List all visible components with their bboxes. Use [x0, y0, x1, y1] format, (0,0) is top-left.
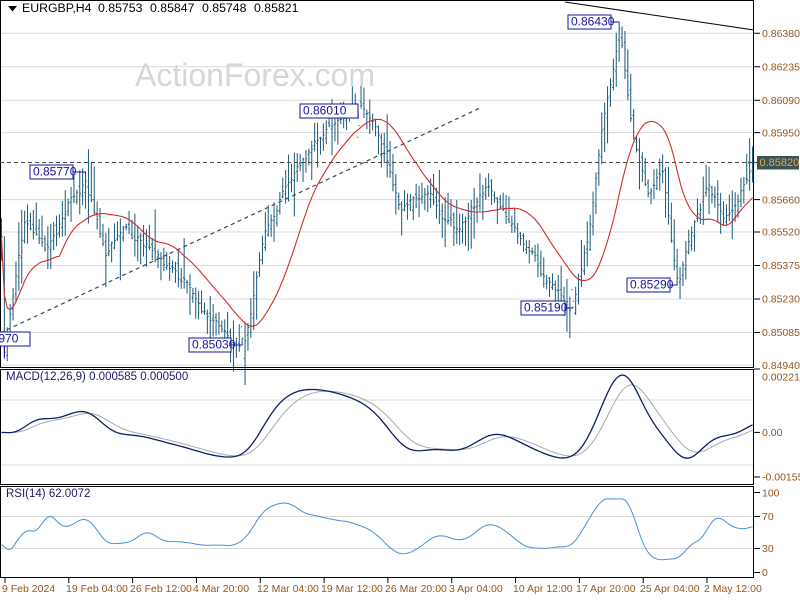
svg-text:ActionForex.com: ActionForex.com [135, 57, 375, 93]
svg-text:26 Mar 20:00: 26 Mar 20:00 [385, 583, 447, 595]
svg-text:19 Feb 04:00: 19 Feb 04:00 [66, 583, 128, 595]
svg-text:0.00: 0.00 [762, 427, 783, 439]
svg-text:0.85821: 0.85821 [254, 1, 299, 15]
svg-text:0.86090: 0.86090 [762, 95, 800, 107]
svg-text:0.85950: 0.85950 [762, 128, 800, 140]
svg-text:0.85753: 0.85753 [98, 1, 143, 15]
svg-text:70: 70 [762, 511, 774, 523]
svg-text:4 Mar 20:00: 4 Mar 20:00 [193, 583, 249, 595]
svg-text:12 Mar 04:00: 12 Mar 04:00 [257, 583, 319, 595]
svg-text:2 May 12:00: 2 May 12:00 [704, 583, 762, 595]
svg-text:19 Mar 12:00: 19 Mar 12:00 [321, 583, 383, 595]
svg-text:26 Feb 12:00: 26 Feb 12:00 [130, 583, 192, 595]
svg-text:0.85190: 0.85190 [524, 301, 568, 315]
svg-text:0.85085: 0.85085 [762, 327, 800, 339]
svg-text:MACD(12,26,9) 0.000585 0.00050: MACD(12,26,9) 0.000585 0.000500 [6, 371, 188, 383]
svg-text:0.85748: 0.85748 [202, 1, 247, 15]
svg-text:0.84940: 0.84940 [762, 360, 800, 372]
svg-text:9 Feb 2024: 9 Feb 2024 [2, 583, 55, 595]
svg-text:RSI(14) 62.0072: RSI(14) 62.0072 [6, 488, 90, 500]
svg-text:0.002216: 0.002216 [762, 372, 800, 384]
svg-text:30: 30 [762, 543, 774, 555]
svg-text:0.85660: 0.85660 [762, 195, 800, 207]
svg-text:0.85375: 0.85375 [762, 260, 800, 272]
svg-text:10 Apr 12:00: 10 Apr 12:00 [513, 583, 573, 595]
svg-text:0.85770: 0.85770 [33, 165, 77, 179]
svg-text:0.85030: 0.85030 [192, 338, 236, 352]
svg-text:0.86235: 0.86235 [762, 62, 800, 74]
svg-text:0.85230: 0.85230 [762, 294, 800, 306]
svg-text:0.85290: 0.85290 [630, 278, 674, 292]
svg-text:100: 100 [762, 488, 780, 500]
svg-text:25 Apr 04:00: 25 Apr 04:00 [640, 583, 700, 595]
svg-text:17 Apr 20:00: 17 Apr 20:00 [576, 583, 636, 595]
svg-text:0.84970: 0.84970 [0, 332, 19, 346]
svg-text:0.85847: 0.85847 [150, 1, 195, 15]
svg-text:0.85820: 0.85820 [760, 157, 800, 169]
svg-text:-0.001556: -0.001556 [762, 472, 800, 484]
svg-text:0.86010: 0.86010 [303, 104, 347, 118]
svg-text:0.85520: 0.85520 [762, 227, 800, 239]
svg-text:3 Apr 04:00: 3 Apr 04:00 [449, 583, 503, 595]
svg-text:0.86430: 0.86430 [571, 15, 615, 29]
svg-text:0.86380: 0.86380 [762, 28, 800, 40]
svg-text:0: 0 [762, 567, 768, 579]
svg-text:EURGBP,H4: EURGBP,H4 [22, 1, 92, 15]
